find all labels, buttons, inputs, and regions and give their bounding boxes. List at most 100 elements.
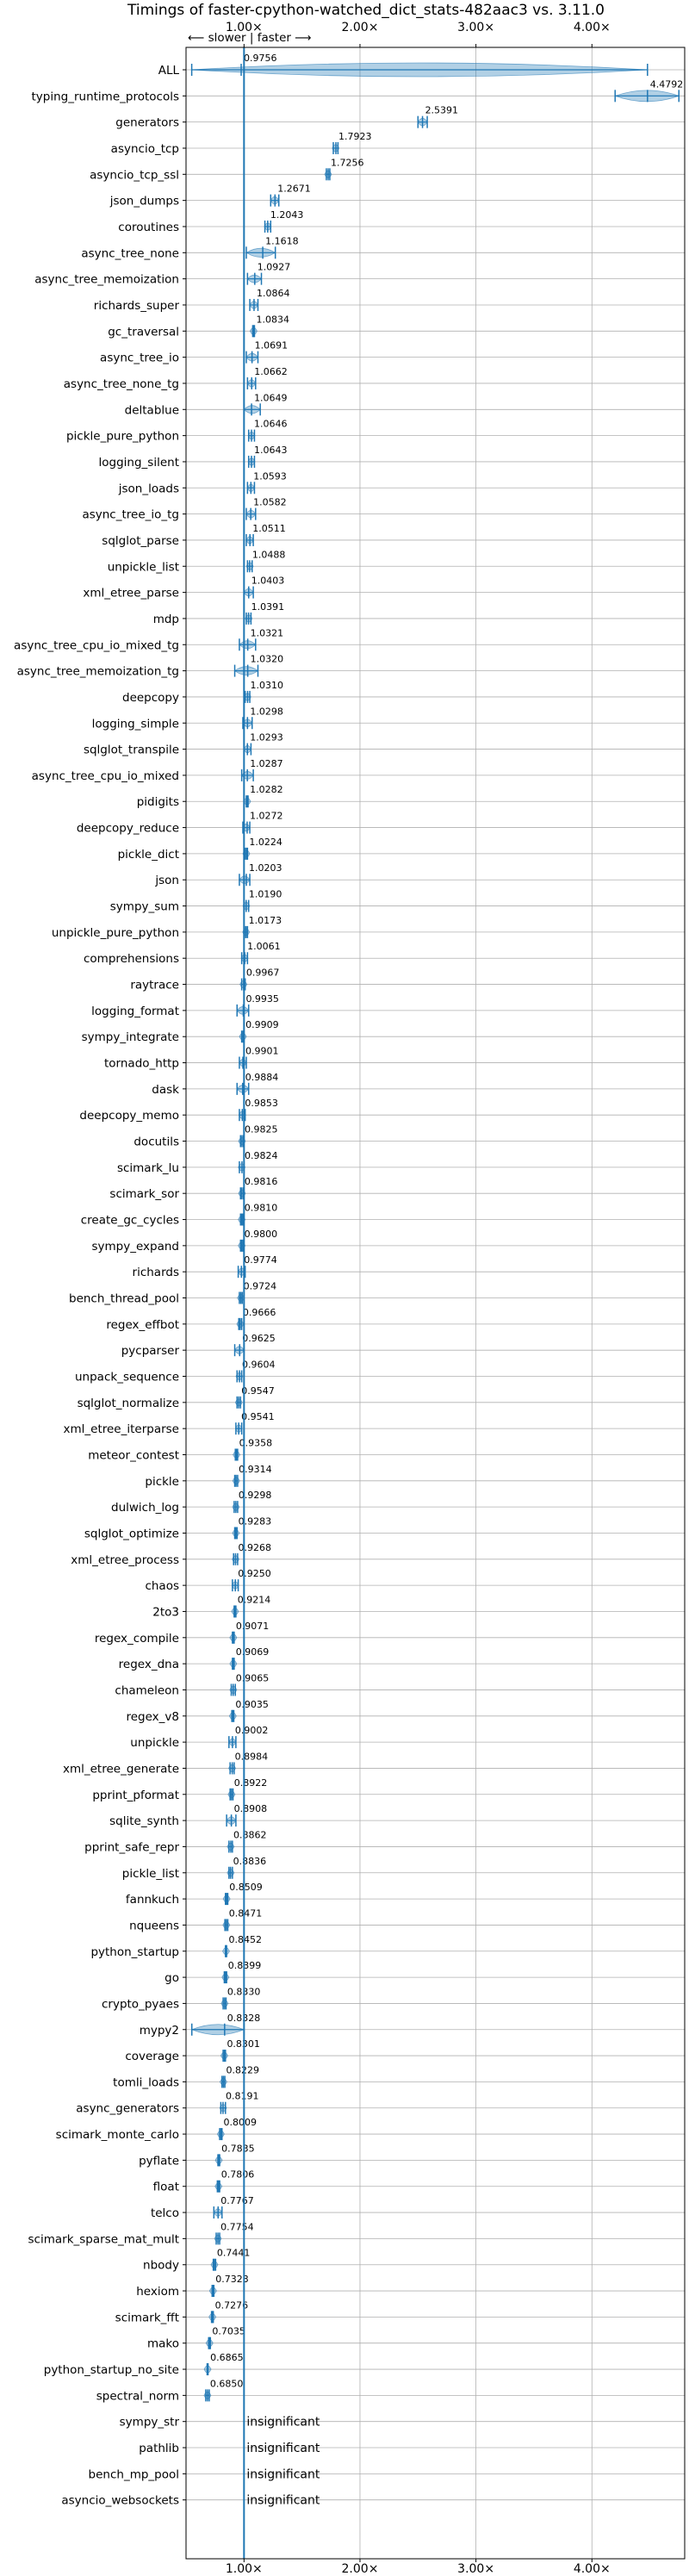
benchmark-row: regex_dna 0.9069 (119, 1646, 685, 1671)
benchmark-label: scimark_fft (115, 2311, 179, 2324)
x-tick-label-top: 2.00× (342, 21, 379, 34)
benchmark-row: pathlib insignificant (139, 2442, 685, 2455)
value-label: 0.8471 (229, 1907, 263, 1919)
benchmark-label: meteor_contest (88, 1448, 179, 1462)
benchmark-row: xml_etree_generate 0.8984 (63, 1751, 685, 1776)
benchmark-label: scimark_sparse_mat_mult (28, 2232, 179, 2246)
benchmark-row: python_startup_no_site 0.6865 (44, 2352, 685, 2377)
benchmark-row: bench_mp_pool insignificant (89, 2467, 685, 2481)
benchmark-label: mypy2 (140, 2024, 179, 2038)
benchmark-label: crypto_pyaes (102, 1997, 179, 2011)
value-label: 0.8862 (233, 1829, 267, 1840)
benchmark-label: regex_compile (95, 1632, 179, 1646)
benchmark-row: coroutines 1.2043 (118, 209, 685, 234)
value-label: 0.9283 (239, 1515, 272, 1527)
benchmark-label: hexiom (136, 2285, 179, 2299)
value-label: 0.9358 (239, 1437, 273, 1448)
value-label: 0.9298 (239, 1490, 272, 1501)
chart-title: Timings of faster-cpython-watched_dict_s… (127, 2, 605, 19)
benchmark-label: mdp (153, 613, 179, 626)
value-label: 1.0224 (249, 837, 282, 848)
value-label: 0.9071 (236, 1621, 270, 1632)
benchmark-label: scimark_monte_carlo (56, 2128, 179, 2142)
benchmark-label: richards_super (94, 299, 180, 313)
value-label: 1.0691 (255, 340, 289, 352)
value-label: 1.2671 (277, 184, 311, 195)
value-label: 0.9065 (236, 1672, 270, 1683)
benchmark-label: comprehensions (84, 952, 179, 966)
benchmark-label: async_tree_memoization (34, 273, 179, 287)
benchmark-row: json_dumps 1.2671 (109, 184, 685, 208)
benchmark-label: xml_etree_iterparse (64, 1422, 180, 1436)
value-label: 0.9724 (244, 1281, 277, 1292)
benchmark-row: nbody 0.7441 (143, 2248, 685, 2273)
value-label: 0.8452 (228, 1934, 262, 1945)
value-label: 0.9314 (239, 1464, 272, 1475)
value-label: 1.2043 (270, 209, 304, 221)
benchmark-row: logging_silent 1.0643 (99, 445, 685, 470)
value-label: 1.0190 (249, 889, 282, 900)
benchmark-row: meteor_contest 0.9358 (88, 1437, 685, 1462)
value-label: 1.0834 (257, 314, 290, 325)
benchmark-label: sqlglot_parse (102, 534, 179, 548)
benchmark-label: async_tree_io_tg (82, 508, 179, 522)
benchmark-label: async_tree_none (81, 246, 179, 260)
benchmark-label: deltablue (125, 403, 179, 417)
x-tick-label-bottom: 3.00× (457, 2562, 494, 2576)
benchmark-label: unpickle_list (108, 560, 179, 574)
benchmark-row: typing_runtime_protocols 4.4792 (32, 78, 685, 103)
benchmark-row: sympy_integrate 0.9909 (82, 1019, 685, 1044)
value-label: 0.8984 (235, 1751, 269, 1762)
value-label: 1.0173 (249, 915, 282, 926)
benchmark-row: unpack_sequence 0.9604 (75, 1360, 685, 1384)
value-label: 0.7767 (220, 2195, 254, 2206)
value-label: 1.0488 (252, 549, 286, 560)
benchmark-row: asyncio_tcp 1.7923 (111, 131, 685, 156)
benchmark-row: pickle 0.9314 (145, 1464, 685, 1489)
benchmark-label: pycparser (121, 1344, 180, 1358)
benchmark-label: pprint_pformat (92, 1789, 179, 1802)
value-label: 0.7754 (220, 2221, 254, 2232)
benchmark-label: logging_format (91, 1005, 179, 1018)
benchmark-label: regex_dna (119, 1658, 179, 1671)
value-label: 0.9825 (245, 1124, 278, 1136)
direction-label: ⟵ slower | faster ⟶ (188, 31, 312, 45)
benchmark-label: dask (152, 1083, 179, 1097)
benchmark-row: generators 2.5391 (115, 105, 685, 130)
benchmark-row: raytrace 0.9967 (130, 968, 685, 992)
benchmark-row: richards_super 1.0864 (94, 288, 685, 313)
value-label: 0.9035 (235, 1699, 269, 1710)
benchmark-row: pprint_safe_repr 0.8862 (84, 1829, 685, 1854)
benchmark-row: sqlglot_optimize 0.9283 (84, 1515, 685, 1540)
benchmark-row: logging_format 0.9935 (91, 993, 685, 1018)
value-label: 0.9756 (244, 53, 277, 64)
value-label: 0.9214 (238, 1594, 271, 1605)
benchmark-row: chameleon 0.9065 (115, 1672, 685, 1697)
value-label: 1.0287 (250, 758, 283, 769)
value-label: 0.9268 (238, 1542, 271, 1553)
benchmark-label: 2to3 (152, 1605, 179, 1619)
value-label: 0.9250 (238, 1568, 271, 1579)
value-label: 1.1618 (265, 235, 299, 246)
insignificant-label: insignificant (246, 2416, 320, 2430)
benchmark-label: sympy_integrate (82, 1030, 179, 1044)
benchmark-label: mako (147, 2337, 179, 2351)
benchmark-label: regex_v8 (126, 1710, 179, 1724)
benchmark-label: sqlglot_normalize (78, 1397, 179, 1410)
benchmark-label: async_tree_none_tg (64, 377, 179, 391)
benchmark-row: python_startup 0.8452 (90, 1934, 685, 1959)
benchmark-label: dulwich_log (111, 1501, 179, 1515)
benchmark-label: fannkuch (126, 1893, 179, 1907)
value-label: 0.8191 (226, 2091, 259, 2102)
benchmark-row: nqueens 0.8471 (129, 1907, 685, 1932)
benchmark-row: comprehensions 1.0061 (84, 941, 685, 966)
benchmark-row: scimark_sor 0.9816 (109, 1176, 685, 1201)
benchmark-label: asyncio_tcp_ssl (90, 168, 179, 182)
benchmark-row: logging_simple 1.0298 (92, 706, 685, 731)
benchmark-row: xml_etree_parse 1.0403 (83, 576, 685, 600)
benchmark-row: telco 0.7767 (151, 2195, 685, 2220)
benchmark-row: async_generators 0.8191 (76, 2091, 685, 2116)
benchmark-row: deltablue 1.0649 (125, 392, 685, 417)
benchmark-label: asyncio_tcp (111, 142, 179, 156)
value-label: 0.9666 (243, 1307, 276, 1318)
